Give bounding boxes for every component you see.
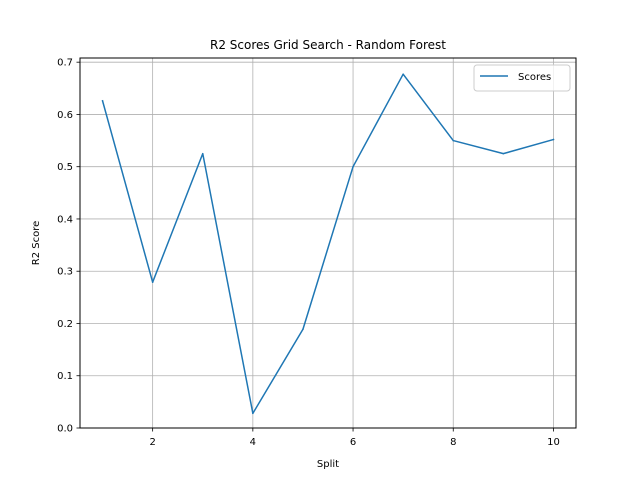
grid-lines: [80, 58, 576, 429]
x-tick-label: 8: [450, 437, 456, 448]
legend-box: [473, 64, 571, 92]
data-point: [452, 139, 454, 142]
y-tick-label: 0.6: [57, 110, 73, 121]
data-point: [502, 152, 505, 155]
data-point: [101, 100, 104, 102]
data-point: [151, 281, 154, 283]
y-tick-label: 0.2: [57, 319, 73, 330]
y-tick-label: 0.4: [57, 214, 73, 225]
data-point: [402, 73, 404, 75]
x-tick-label: 10: [547, 437, 560, 448]
x-axis-label: Split: [317, 459, 339, 470]
y-tick-label: 0.3: [57, 267, 73, 278]
y-tick-label: 0.5: [57, 162, 73, 173]
data-point: [552, 138, 555, 141]
legend-label-scores: Scores: [518, 72, 551, 83]
x-tick-label: 6: [350, 437, 356, 448]
data-point: [352, 165, 354, 168]
x-tick-label: 2: [149, 437, 155, 448]
data-point: [252, 412, 254, 415]
chart-title: R2 Scores Grid Search - Random Forest: [210, 38, 446, 52]
y-tick-label: 0.7: [57, 58, 73, 69]
series-layer: [101, 73, 555, 415]
plot-area-frame: [79, 57, 577, 429]
y-tick-label: 0.1: [57, 371, 73, 382]
y-axis-label: R2 Score: [31, 221, 42, 266]
y-tick-label: 0.0: [57, 424, 73, 435]
legend: Scores: [473, 64, 571, 92]
data-point: [302, 328, 304, 330]
x-tick-label: 4: [250, 437, 256, 448]
axis-ticks: 2 4 6 8 10 0.0 0.1 0.2 0.3 0.4 0.5 0.6 0.7: [57, 58, 560, 448]
series-line-scores: [101, 73, 555, 415]
data-point: [202, 152, 204, 155]
